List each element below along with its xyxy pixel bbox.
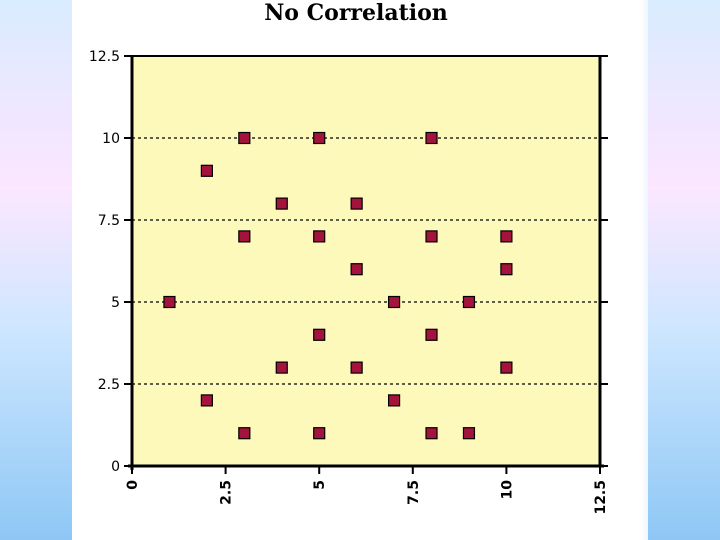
- data-point-8: [313, 131, 326, 145]
- data-point-25: [500, 361, 513, 374]
- x-tick-label-4: 10: [499, 480, 515, 500]
- data-point-3: [238, 131, 251, 145]
- data-point-16: [387, 394, 401, 407]
- data-point-19: [425, 328, 438, 341]
- data-point-15: [387, 295, 401, 309]
- plot-area-group: 0 2.5 5 7.5 10 12.5 0 2.5 5 7.5 10 12.5: [89, 49, 609, 515]
- data-point-6: [275, 197, 288, 210]
- data-point-2: [200, 394, 213, 407]
- data-point-20: [425, 427, 438, 440]
- x-tick-label-2: 5: [312, 480, 328, 490]
- x-tick-label-0: 0: [125, 480, 141, 490]
- chart-title: No Correlation: [264, 0, 448, 26]
- background-left-gradient: [0, 0, 72, 540]
- x-tick-label-5: 12.5: [593, 480, 609, 515]
- data-point-18: [425, 230, 438, 243]
- data-point-0: [163, 295, 176, 309]
- data-point-4: [238, 230, 251, 243]
- data-point-7: [275, 361, 288, 374]
- data-point-10: [313, 328, 326, 341]
- background-right-gradient: [648, 0, 720, 540]
- y-tick-label-3: 7.5: [98, 213, 120, 229]
- data-point-24: [500, 263, 513, 276]
- data-point-17: [425, 131, 438, 145]
- y-tick-label-0: 0: [111, 459, 120, 475]
- data-point-23: [500, 230, 513, 243]
- y-tick-label-1: 2.5: [98, 377, 120, 393]
- data-point-14: [350, 361, 363, 374]
- data-point-9: [313, 230, 326, 243]
- data-point-11: [313, 427, 326, 440]
- y-tick-label-2: 5: [111, 295, 120, 311]
- x-tick-label-1: 2.5: [219, 480, 235, 505]
- x-tick-label-3: 7.5: [406, 480, 422, 505]
- data-point-13: [350, 263, 363, 276]
- y-tick-label-5: 12.5: [89, 49, 120, 65]
- data-point-1: [200, 164, 213, 177]
- data-point-5: [238, 427, 251, 440]
- data-point-12: [350, 197, 363, 210]
- data-point-21: [462, 295, 476, 309]
- y-tick-label-4: 10: [102, 131, 120, 147]
- data-point-22: [462, 427, 476, 440]
